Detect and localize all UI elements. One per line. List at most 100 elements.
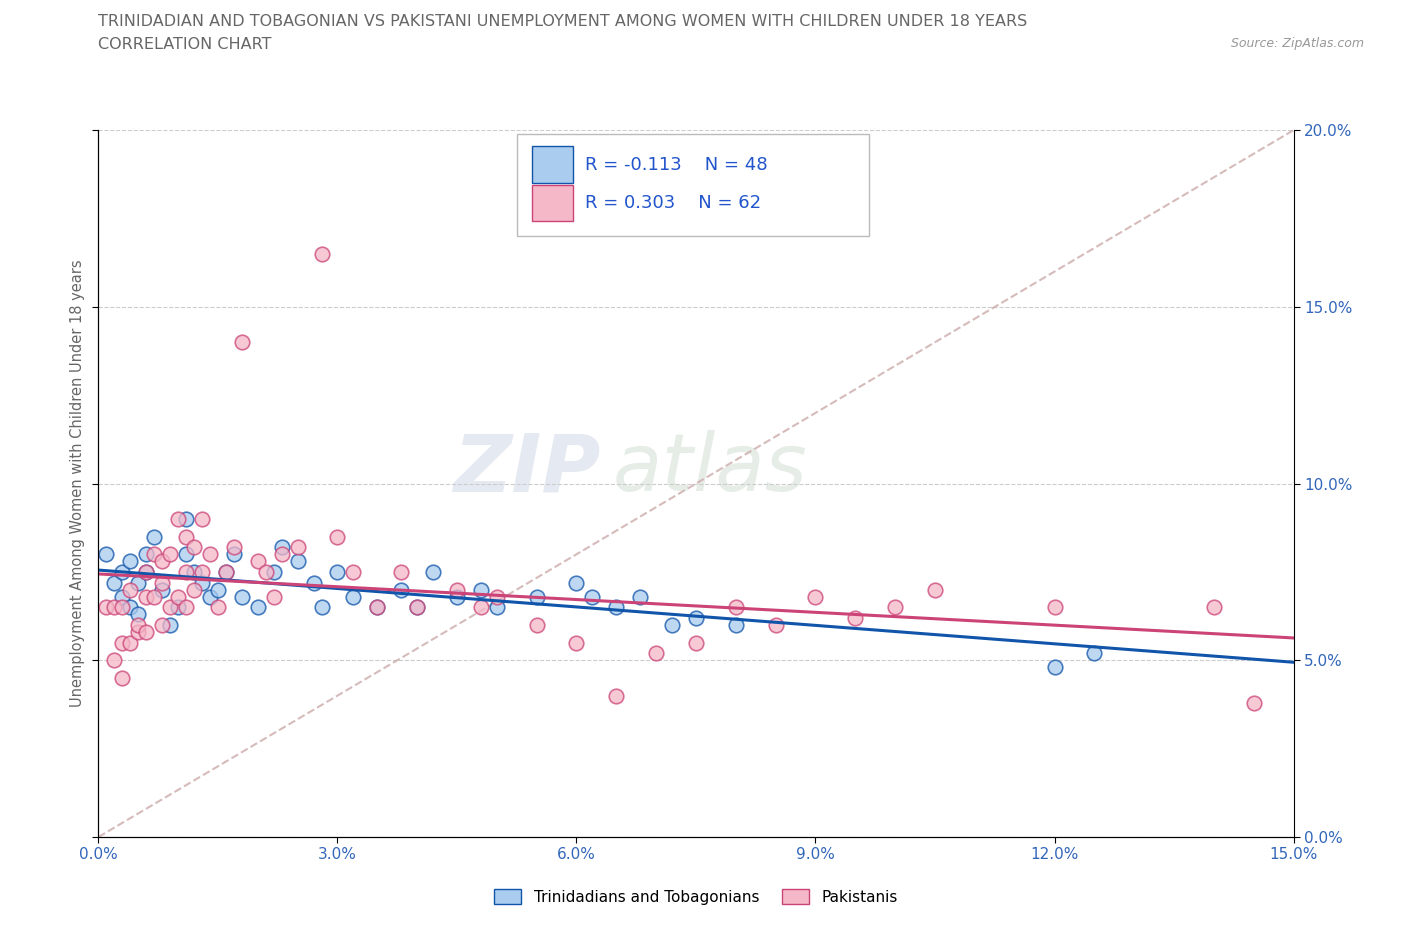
- Point: [135, 625, 157, 640]
- Text: atlas: atlas: [613, 431, 807, 509]
- Point: [884, 600, 907, 615]
- Point: [231, 590, 253, 604]
- Point: [167, 512, 190, 526]
- Point: [183, 539, 205, 554]
- Point: [103, 575, 125, 590]
- Point: [470, 600, 492, 615]
- Point: [724, 600, 747, 615]
- Point: [111, 565, 134, 579]
- Point: [198, 547, 221, 562]
- Point: [135, 547, 157, 562]
- Point: [270, 539, 292, 554]
- Point: [183, 582, 205, 597]
- Point: [198, 590, 221, 604]
- Point: [254, 565, 277, 579]
- Point: [159, 618, 181, 632]
- Point: [174, 547, 197, 562]
- Point: [127, 625, 149, 640]
- Point: [120, 582, 142, 597]
- Point: [215, 565, 238, 579]
- Text: TRINIDADIAN AND TOBAGONIAN VS PAKISTANI UNEMPLOYMENT AMONG WOMEN WITH CHILDREN U: TRINIDADIAN AND TOBAGONIAN VS PAKISTANI …: [98, 14, 1028, 29]
- Point: [111, 590, 134, 604]
- Point: [263, 590, 285, 604]
- Point: [120, 600, 142, 615]
- Point: [143, 529, 166, 544]
- Point: [270, 547, 292, 562]
- Point: [526, 618, 548, 632]
- Point: [167, 600, 190, 615]
- Point: [765, 618, 787, 632]
- Point: [485, 600, 508, 615]
- Point: [1243, 696, 1265, 711]
- Point: [174, 565, 197, 579]
- Point: [150, 554, 173, 569]
- Point: [287, 554, 309, 569]
- Point: [389, 565, 412, 579]
- Point: [96, 547, 118, 562]
- Point: [1043, 660, 1066, 675]
- Point: [246, 600, 269, 615]
- Point: [311, 600, 333, 615]
- Point: [406, 600, 429, 615]
- FancyBboxPatch shape: [533, 146, 572, 183]
- Text: Source: ZipAtlas.com: Source: ZipAtlas.com: [1230, 37, 1364, 50]
- Point: [685, 635, 707, 650]
- Point: [174, 529, 197, 544]
- Point: [143, 547, 166, 562]
- Point: [120, 554, 142, 569]
- Point: [470, 582, 492, 597]
- Point: [389, 582, 412, 597]
- Point: [685, 610, 707, 625]
- Point: [135, 565, 157, 579]
- Point: [628, 590, 651, 604]
- Point: [605, 600, 627, 615]
- Point: [446, 582, 468, 597]
- Point: [143, 590, 166, 604]
- Point: [366, 600, 388, 615]
- Point: [120, 635, 142, 650]
- Point: [207, 582, 229, 597]
- Point: [287, 539, 309, 554]
- Text: ZIP: ZIP: [453, 431, 600, 509]
- Point: [565, 635, 588, 650]
- Point: [127, 618, 149, 632]
- Point: [565, 575, 588, 590]
- Point: [1043, 600, 1066, 615]
- FancyBboxPatch shape: [517, 134, 869, 236]
- Point: [135, 565, 157, 579]
- Point: [645, 645, 668, 660]
- Point: [326, 529, 349, 544]
- Point: [103, 653, 125, 668]
- Point: [485, 590, 508, 604]
- Point: [605, 688, 627, 703]
- Y-axis label: Unemployment Among Women with Children Under 18 years: Unemployment Among Women with Children U…: [69, 259, 84, 708]
- Point: [191, 575, 214, 590]
- Text: R = 0.303    N = 62: R = 0.303 N = 62: [585, 194, 761, 212]
- Point: [183, 565, 205, 579]
- Point: [159, 547, 181, 562]
- Text: R = -0.113    N = 48: R = -0.113 N = 48: [585, 156, 768, 174]
- Point: [246, 554, 269, 569]
- Point: [159, 600, 181, 615]
- Point: [135, 590, 157, 604]
- Point: [150, 582, 173, 597]
- Point: [326, 565, 349, 579]
- Legend: Trinidadians and Tobagonians, Pakistanis: Trinidadians and Tobagonians, Pakistanis: [488, 883, 904, 910]
- Point: [844, 610, 866, 625]
- Point: [222, 539, 245, 554]
- Point: [661, 618, 683, 632]
- Point: [526, 590, 548, 604]
- Point: [111, 671, 134, 685]
- Text: CORRELATION CHART: CORRELATION CHART: [98, 37, 271, 52]
- Point: [804, 590, 827, 604]
- Point: [191, 512, 214, 526]
- Point: [174, 600, 197, 615]
- Point: [302, 575, 325, 590]
- Point: [342, 590, 364, 604]
- Point: [724, 618, 747, 632]
- Point: [103, 600, 125, 615]
- Point: [111, 635, 134, 650]
- Point: [111, 600, 134, 615]
- Point: [311, 246, 333, 261]
- Point: [422, 565, 444, 579]
